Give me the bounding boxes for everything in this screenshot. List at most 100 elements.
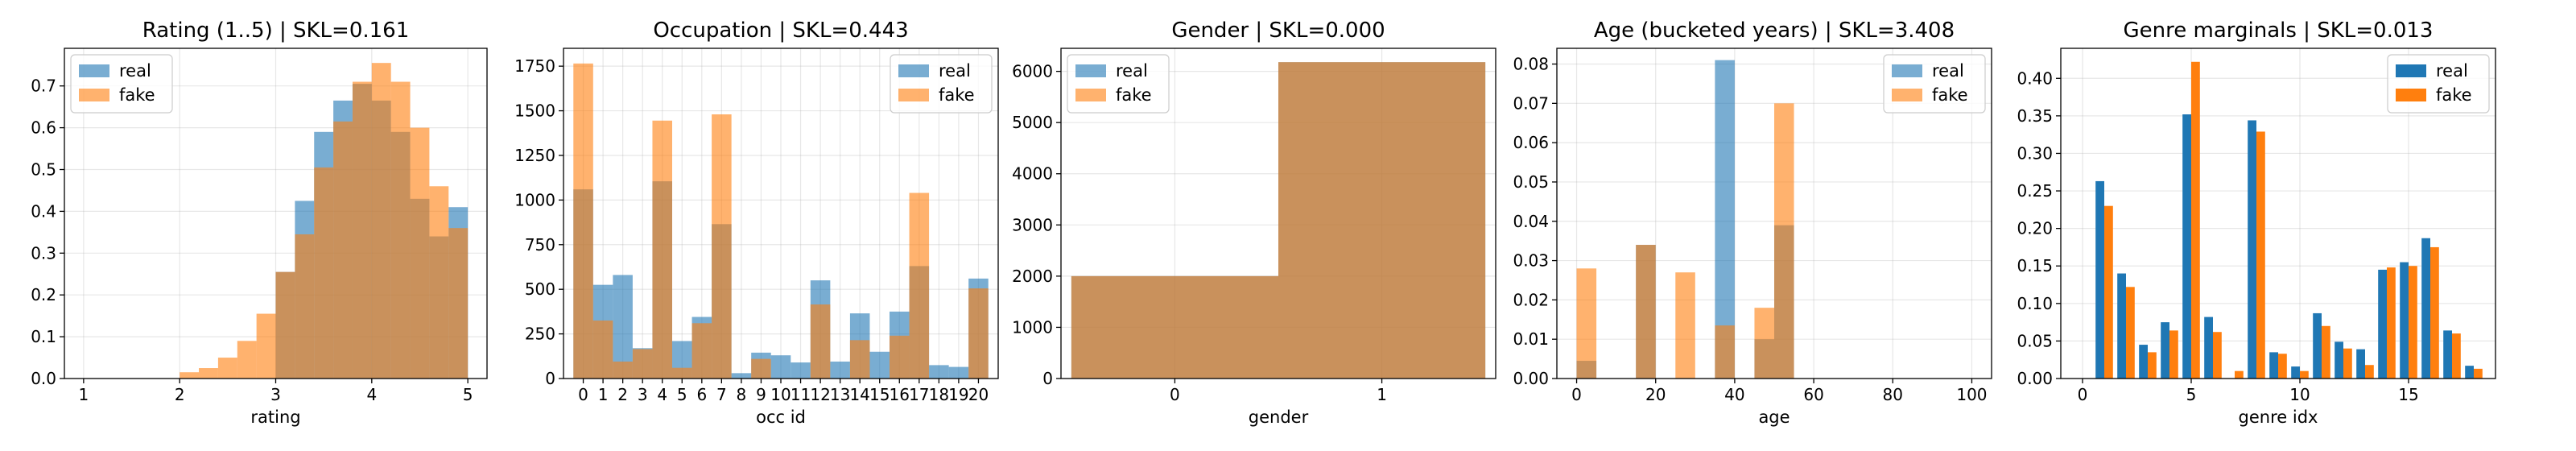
- bar-fake-13: [429, 186, 449, 379]
- bar-fake-10: [1774, 103, 1794, 379]
- bar-fake-14: [2409, 266, 2417, 379]
- x-tick-label: 20: [968, 385, 989, 404]
- x-tick-label: 10: [2289, 385, 2310, 404]
- bars: [1071, 62, 1486, 379]
- y-tick-label: 1750: [514, 56, 555, 76]
- bar-fake-9: [2300, 370, 2309, 379]
- x-tick-label: 13: [830, 385, 850, 404]
- x-axis-label: occ id: [756, 408, 806, 427]
- chart-genre: 0 5 10 15 0.00 0.05 0.10 0.15 0.20 0.25 0.30 0.35 0.…: [2017, 19, 2496, 427]
- bar-fake-5: [275, 271, 295, 379]
- legend: real fake: [1067, 54, 1170, 114]
- x-tick-label: 18: [929, 385, 949, 404]
- bar-fake-7: [2256, 131, 2265, 379]
- axes-frame: [2060, 48, 2496, 379]
- axes-frame: [1060, 48, 1496, 379]
- y-tick-label: 0.00: [1513, 369, 1549, 388]
- bar-real-19: [948, 366, 969, 379]
- y-tick-label: 750: [525, 235, 555, 254]
- y-tick-label: 0.25: [2017, 181, 2053, 201]
- legend-swatch-real: [2396, 64, 2426, 77]
- y-tick-label: 0.1: [31, 327, 56, 346]
- x-tick-label: 10: [770, 385, 791, 404]
- legend: real fake: [890, 54, 993, 114]
- x-tick-label: 15: [2398, 385, 2418, 404]
- y-tick-label: 1000: [1012, 317, 1053, 337]
- bar-real-3: [2161, 322, 2169, 379]
- bar-fake-1: [2126, 287, 2135, 379]
- bar-real-11: [2334, 341, 2343, 379]
- y-tick-label: 0.15: [2017, 256, 2053, 275]
- legend-swatch-fake: [79, 89, 109, 101]
- y-tick-label: 0.4: [31, 201, 56, 221]
- bar-fake-8: [333, 121, 353, 379]
- bar-fake-5: [1675, 272, 1695, 379]
- y-tick-label: 0.40: [2017, 68, 2053, 88]
- legend-swatch-real: [79, 64, 109, 77]
- legend-label-fake: fake: [1116, 85, 1152, 105]
- x-tick-label: 8: [737, 385, 747, 404]
- bar-fake-0: [1576, 268, 1597, 379]
- chart-title: Genre marginals | SKL=0.013: [2124, 19, 2434, 43]
- x-axis-label: genre idx: [2239, 408, 2318, 427]
- legend-label-real: real: [1932, 61, 1964, 81]
- ticks: 1 2 3 4 5 0.0 0.1 0.2 0.3 0.4 0.5 0.6 0.7: [31, 77, 473, 404]
- y-tick-label: 5000: [1012, 113, 1053, 132]
- bar-fake-14: [849, 340, 870, 379]
- legend-label-fake: fake: [939, 85, 975, 105]
- x-tick-label: 15: [869, 385, 890, 404]
- ticks: 0 20 40 60 80 100 0.00 0.01 0.02 0.03 0.04 0.05 0.06…: [1513, 55, 1987, 404]
- legend-swatch-real: [898, 64, 929, 77]
- y-tick-label: 0.20: [2017, 219, 2053, 238]
- x-tick-label: 1: [1377, 385, 1387, 404]
- bar-fake-0: [2104, 205, 2113, 379]
- legend-label-real: real: [119, 61, 151, 81]
- legend-label-real: real: [2436, 61, 2468, 81]
- bar-fake-6: [2235, 370, 2244, 379]
- chart-title: Gender | SKL=0.000: [1171, 19, 1385, 43]
- legend-swatch-fake: [898, 89, 929, 101]
- bar-real-14: [2400, 262, 2409, 379]
- bar-real-0: [2095, 180, 2104, 379]
- legend-label-real: real: [939, 61, 971, 81]
- y-tick-label: 0: [1042, 369, 1053, 388]
- y-tick-label: 0.01: [1513, 329, 1549, 349]
- bar-fake-3: [1636, 245, 1656, 379]
- bar-fake-12: [410, 127, 430, 379]
- y-tick-label: 0.3: [31, 243, 56, 263]
- bar-fake-10: [2322, 325, 2330, 379]
- y-tick-label: 0.7: [31, 77, 56, 96]
- x-tick-label: 12: [810, 385, 830, 404]
- bar-real-1: [2117, 273, 2126, 379]
- legend: real fake: [2387, 54, 2490, 114]
- x-tick-label: 60: [1803, 385, 1823, 404]
- chart-age: 0 20 40 60 80 100 0.00 0.01 0.02 0.03 0.04 0.05 0.06…: [1513, 19, 1992, 427]
- legend: real fake: [1883, 54, 1986, 114]
- x-tick-label: 7: [716, 385, 727, 404]
- y-tick-label: 500: [525, 279, 555, 299]
- bar-fake-0: [1071, 275, 1278, 379]
- bars: [573, 63, 989, 379]
- x-tick-label: 5: [2186, 385, 2197, 404]
- y-tick-label: 250: [525, 325, 555, 344]
- bar-real-2: [2139, 345, 2148, 379]
- bar-real-4: [2182, 114, 2191, 379]
- x-axis-label: gender: [1249, 408, 1309, 427]
- bar-fake-6: [691, 323, 712, 379]
- x-tick-label: 100: [1956, 385, 1987, 404]
- y-tick-label: 0.06: [1513, 133, 1549, 152]
- bar-real-2: [613, 275, 633, 379]
- x-tick-label: 80: [1883, 385, 1903, 404]
- y-tick-label: 0.07: [1513, 93, 1549, 113]
- x-tick-label: 1: [78, 385, 89, 404]
- chart-occupation: 0 1 2 3 4 5 6 7 8 9 10 11 12 13 14 15 16 17 18 19 2002505007…: [514, 19, 999, 427]
- bar-real-10: [2313, 312, 2322, 379]
- y-tick-label: 0.6: [31, 118, 56, 138]
- x-tick-label: 2: [617, 385, 628, 404]
- bar-fake-9: [751, 358, 771, 379]
- bar-real-13: [830, 361, 850, 379]
- bars: [2095, 61, 2483, 379]
- bar-fake-8: [2278, 354, 2287, 379]
- x-tick-label: 14: [849, 385, 869, 404]
- bar-fake-20: [968, 288, 989, 379]
